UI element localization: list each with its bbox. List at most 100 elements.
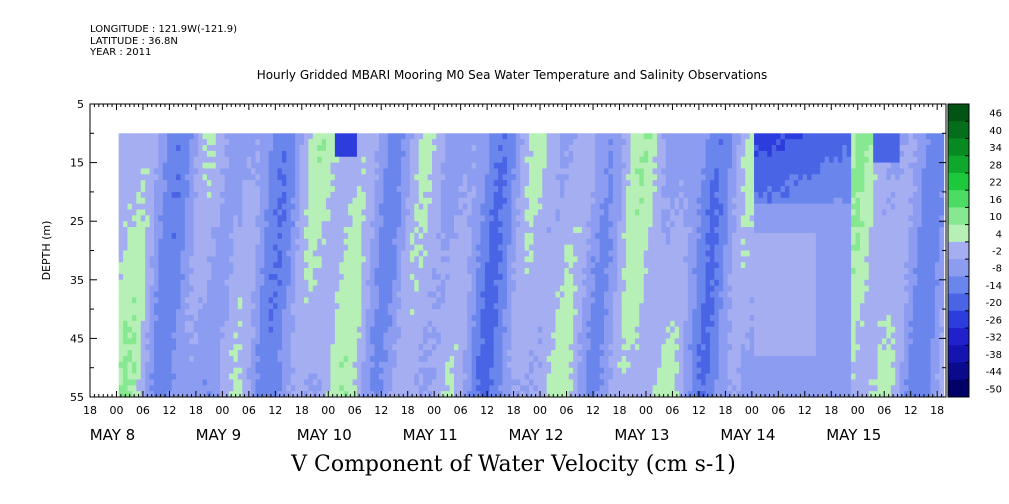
heatmap-cell <box>206 256 212 263</box>
heatmap-cell <box>480 297 486 304</box>
heatmap-cell <box>533 344 539 351</box>
heatmap-cell <box>462 320 468 328</box>
heatmap-cell <box>498 367 503 374</box>
heatmap-cell <box>295 221 300 228</box>
heatmap-cell <box>198 320 203 328</box>
heatmap-cell <box>401 215 406 222</box>
heatmap-cell <box>546 139 552 146</box>
heatmap-cell <box>586 332 592 339</box>
heatmap-cell <box>153 320 159 328</box>
heatmap-cell <box>502 238 508 246</box>
heatmap-cell <box>374 367 380 374</box>
heatmap-cell <box>423 180 428 187</box>
heatmap-cell <box>352 314 358 322</box>
heatmap-cell <box>387 350 393 357</box>
heatmap-cell <box>542 314 548 322</box>
heatmap-cell <box>409 244 415 251</box>
heatmap-cell <box>551 320 556 328</box>
heatmap-cell <box>127 291 133 298</box>
heatmap-cell <box>255 273 261 281</box>
heatmap-cell <box>581 367 587 374</box>
heatmap-cell <box>330 309 336 316</box>
heatmap-cell <box>564 150 570 158</box>
heatmap-cell <box>140 350 146 357</box>
heatmap-cell <box>312 285 318 292</box>
heatmap-cell <box>180 186 186 193</box>
heatmap-cell <box>454 303 459 310</box>
heatmap-cell <box>118 332 124 339</box>
heatmap-cell <box>321 314 327 322</box>
heatmap-cell <box>529 279 534 287</box>
heatmap-cell <box>370 291 375 298</box>
heatmap-cell <box>264 256 270 263</box>
heatmap-cell <box>440 309 446 316</box>
heatmap-cell <box>193 385 199 392</box>
heatmap-cell <box>312 291 318 298</box>
heatmap-cell <box>573 297 578 304</box>
heatmap-cell <box>334 250 340 257</box>
heatmap-cell <box>555 221 561 228</box>
heatmap-cell <box>546 145 552 152</box>
heatmap-cell <box>564 385 570 392</box>
heatmap-cell <box>308 314 314 322</box>
heatmap-cell <box>595 250 601 257</box>
heatmap-cell <box>551 373 556 380</box>
heatmap-cell <box>374 145 380 152</box>
heatmap-cell <box>423 238 428 246</box>
heatmap-cell <box>568 168 574 175</box>
heatmap-cell <box>529 297 534 304</box>
heatmap-cell <box>224 221 230 228</box>
heatmap-cell <box>520 279 526 287</box>
heatmap-cell <box>304 150 309 158</box>
heatmap-cell <box>242 203 248 210</box>
heatmap-cell <box>321 361 327 369</box>
heatmap-cell <box>273 232 278 240</box>
heatmap-cell <box>529 326 534 333</box>
heatmap-cell <box>264 379 270 386</box>
heatmap-cell <box>326 209 331 216</box>
heatmap-cell <box>476 338 481 345</box>
heatmap-cell <box>471 203 477 210</box>
heatmap-cell <box>581 215 587 222</box>
heatmap-cell <box>242 309 248 316</box>
heatmap-cell <box>198 303 203 310</box>
heatmap-cell <box>251 268 256 275</box>
heatmap-cell <box>304 279 309 287</box>
heatmap-cell <box>176 350 181 357</box>
heatmap-cell <box>220 238 225 246</box>
heatmap-cell <box>118 203 124 210</box>
heatmap-cell <box>440 355 446 363</box>
heatmap-cell <box>431 180 437 187</box>
heatmap-cell <box>198 373 203 380</box>
heatmap-cell <box>246 203 252 210</box>
heatmap-cell <box>515 285 521 292</box>
heatmap-cell <box>524 367 530 374</box>
heatmap-cell <box>127 133 133 140</box>
heatmap-cell <box>202 338 208 345</box>
heatmap-cell <box>506 385 512 392</box>
heatmap-cell <box>162 309 168 316</box>
heatmap-cell <box>436 221 442 228</box>
heatmap-cell <box>246 373 252 380</box>
heatmap-cell <box>511 150 517 158</box>
heatmap-cell <box>330 355 336 363</box>
heatmap-cell <box>604 150 609 158</box>
heatmap-cell <box>352 338 358 345</box>
heatmap-cell <box>339 156 345 163</box>
heatmap-cell <box>259 338 265 345</box>
heatmap-cell <box>145 279 150 287</box>
heatmap-cell <box>118 191 124 199</box>
heatmap-cell <box>551 145 556 152</box>
heatmap-cell <box>356 314 362 322</box>
heatmap-cell <box>458 221 464 228</box>
heatmap-cell <box>149 379 155 386</box>
heatmap-cell <box>356 250 362 257</box>
heatmap-cell <box>414 186 420 193</box>
heatmap-cell <box>158 373 164 380</box>
heatmap-cell <box>542 320 548 328</box>
heatmap-cell <box>577 303 583 310</box>
heatmap-cell <box>127 145 133 152</box>
heatmap-cell <box>193 350 199 357</box>
heatmap-cell <box>396 373 402 380</box>
heatmap-cell <box>211 367 217 374</box>
